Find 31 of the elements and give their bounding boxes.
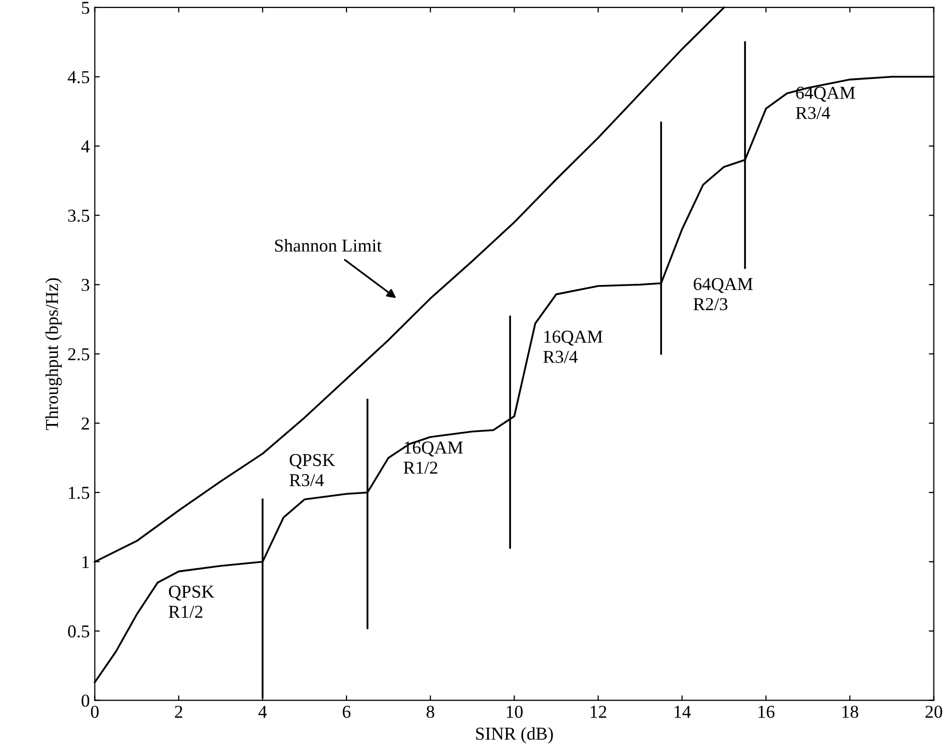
annotation: 64QAM R3/4: [796, 86, 856, 120]
annotation: Shannon Limit: [275, 239, 382, 252]
x-tick-label: 4: [258, 706, 267, 718]
annotation: 16QAM R1/2: [404, 442, 463, 474]
x-tick-label: 10: [506, 706, 523, 718]
x-axis-title: SINR (dB): [476, 727, 553, 744]
y-tick-label: 5: [82, 2, 90, 14]
y-tick-label: 1.5: [68, 486, 90, 499]
x-tick-label: 2: [174, 706, 182, 718]
x-tick-label: 16: [758, 706, 774, 718]
y-tick-label: 3.5: [68, 210, 90, 222]
x-tick-label: 20: [926, 706, 942, 718]
annotation: QPSK R3/4: [290, 454, 335, 486]
y-tick-label: 0.5: [68, 625, 90, 638]
x-tick-label: 6: [342, 706, 350, 718]
x-tick-label: 18: [842, 706, 858, 718]
y-tick-label: 4.5: [68, 71, 90, 84]
x-tick-label: 8: [426, 706, 434, 718]
y-tick-label: 1: [82, 556, 89, 568]
y-tick-label: 3: [82, 278, 90, 292]
annotation: 64QAM R2/3: [694, 278, 753, 310]
annotation: QPSK R1/2: [168, 586, 214, 618]
x-tick-label: 14: [674, 706, 691, 718]
y-tick-label: 2: [82, 417, 89, 430]
x-tick-label: 12: [590, 706, 606, 718]
y-tick-label: 4: [81, 140, 90, 152]
y-tick-label: 2.5: [68, 348, 90, 360]
y-axis-title: Throughput (bps/Hz): [45, 278, 62, 430]
y-tick-label: 0: [82, 694, 90, 707]
x-tick-label: 0: [90, 706, 99, 718]
annotation: 16QAM R3/4: [543, 330, 602, 363]
